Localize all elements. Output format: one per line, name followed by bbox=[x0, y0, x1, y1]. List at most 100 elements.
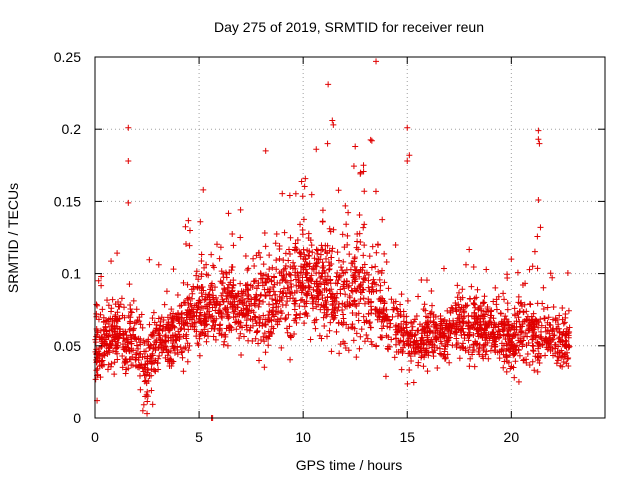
data-point bbox=[327, 228, 334, 235]
data-point bbox=[336, 350, 343, 357]
grid-layer bbox=[95, 57, 605, 418]
data-point bbox=[213, 241, 220, 248]
data-point bbox=[369, 341, 376, 348]
data-point bbox=[467, 326, 474, 333]
data-point bbox=[488, 312, 495, 319]
data-point bbox=[147, 341, 154, 348]
data-point bbox=[156, 327, 163, 334]
data-point bbox=[452, 300, 459, 307]
data-point bbox=[148, 352, 155, 359]
data-point bbox=[170, 266, 177, 273]
data-point bbox=[184, 281, 191, 288]
data-point bbox=[300, 246, 307, 253]
data-point bbox=[443, 320, 450, 327]
data-point bbox=[466, 319, 473, 326]
data-point bbox=[277, 307, 284, 314]
data-point bbox=[327, 319, 334, 326]
data-point bbox=[195, 300, 202, 307]
data-point bbox=[330, 309, 337, 316]
data-point bbox=[466, 344, 473, 351]
data-point bbox=[375, 268, 382, 275]
data-point bbox=[385, 334, 392, 341]
data-point bbox=[356, 345, 363, 352]
data-point bbox=[152, 367, 159, 374]
data-point bbox=[376, 314, 383, 321]
data-point bbox=[320, 302, 327, 309]
data-point bbox=[210, 333, 217, 340]
data-point bbox=[310, 286, 317, 293]
data-point bbox=[427, 340, 434, 347]
data-point bbox=[301, 320, 308, 327]
data-point bbox=[349, 288, 356, 295]
data-point bbox=[178, 318, 185, 325]
data-point bbox=[204, 294, 211, 301]
data-point bbox=[562, 314, 569, 321]
data-point bbox=[330, 316, 337, 323]
data-point bbox=[144, 398, 151, 405]
data-point bbox=[133, 349, 140, 356]
data-point bbox=[381, 300, 388, 307]
data-point bbox=[218, 313, 225, 320]
data-point bbox=[327, 277, 334, 284]
data-point bbox=[174, 343, 181, 350]
data-point bbox=[368, 264, 375, 271]
data-point bbox=[199, 329, 206, 336]
data-point bbox=[495, 323, 502, 330]
data-point bbox=[437, 312, 444, 319]
data-point bbox=[424, 368, 431, 375]
data-point bbox=[272, 291, 279, 298]
data-point bbox=[559, 353, 566, 360]
data-point bbox=[286, 246, 293, 253]
data-point bbox=[396, 339, 403, 346]
data-point bbox=[335, 319, 342, 326]
data-point bbox=[314, 292, 321, 299]
data-point bbox=[249, 338, 256, 345]
data-point bbox=[535, 324, 542, 331]
data-point bbox=[353, 303, 360, 310]
data-point bbox=[260, 261, 267, 268]
data-point bbox=[284, 329, 291, 336]
data-point bbox=[253, 252, 260, 259]
data-point bbox=[365, 310, 372, 317]
data-point bbox=[479, 333, 486, 340]
data-point bbox=[470, 264, 477, 271]
data-point bbox=[184, 320, 191, 327]
data-point bbox=[423, 349, 430, 356]
data-point bbox=[351, 263, 358, 270]
data-point bbox=[262, 147, 269, 154]
data-point bbox=[511, 305, 518, 312]
data-point bbox=[300, 216, 307, 223]
data-point bbox=[347, 266, 354, 273]
data-point bbox=[531, 367, 538, 374]
data-point bbox=[517, 335, 524, 342]
data-point bbox=[148, 387, 155, 394]
data-point bbox=[403, 319, 410, 326]
x-tick-label: 10 bbox=[295, 429, 311, 445]
data-point bbox=[295, 277, 302, 284]
data-point bbox=[388, 296, 395, 303]
data-point bbox=[546, 321, 553, 328]
data-point bbox=[291, 247, 298, 254]
data-point bbox=[270, 304, 277, 311]
data-point bbox=[436, 350, 443, 357]
data-point bbox=[341, 244, 348, 251]
data-point bbox=[404, 337, 411, 344]
axis-ticks: 0 0.05 0.1 0.15 0.2 0.25 0 5 10 15 20 bbox=[54, 49, 605, 445]
data-point bbox=[197, 312, 204, 319]
data-point bbox=[125, 312, 132, 319]
data-point bbox=[361, 242, 368, 249]
data-point bbox=[260, 298, 267, 305]
data-point bbox=[406, 367, 413, 374]
data-point bbox=[360, 224, 367, 231]
data-point bbox=[423, 277, 430, 284]
data-point bbox=[500, 326, 507, 333]
data-point bbox=[361, 319, 368, 326]
data-point bbox=[483, 308, 490, 315]
data-point bbox=[460, 345, 467, 352]
data-point bbox=[553, 360, 560, 367]
data-point bbox=[358, 326, 365, 333]
data-point bbox=[163, 346, 170, 353]
data-point bbox=[186, 242, 193, 249]
data-point bbox=[249, 316, 256, 323]
data-point bbox=[237, 330, 244, 337]
